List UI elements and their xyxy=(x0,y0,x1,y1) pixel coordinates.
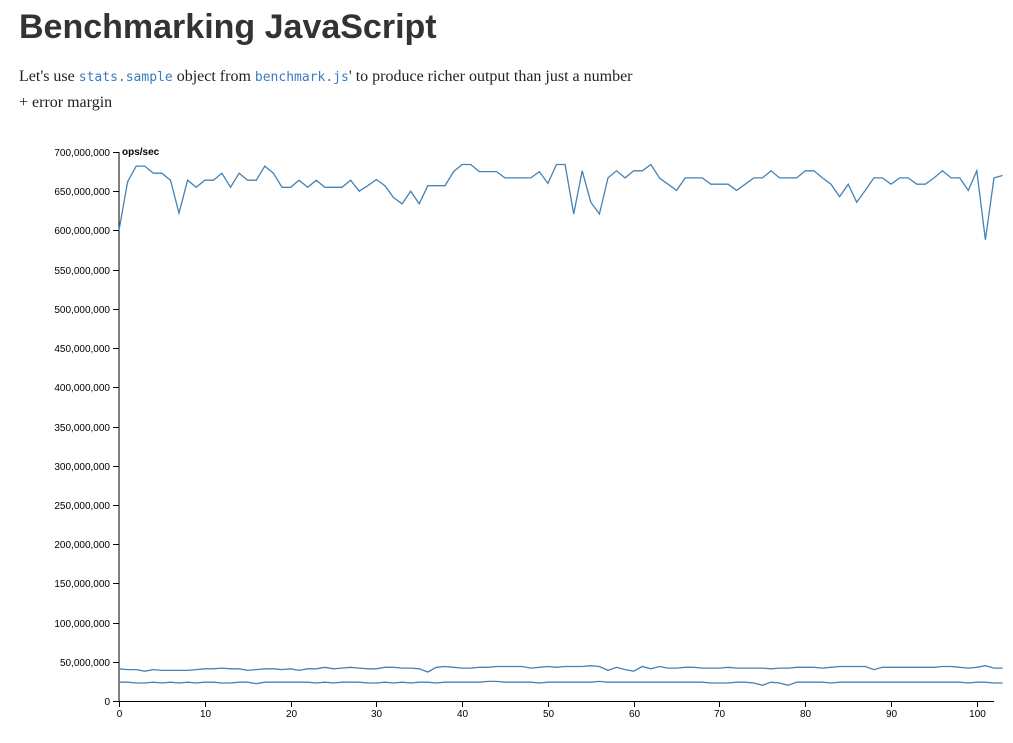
intro-paragraph: Let's use stats.sample object from bench… xyxy=(19,64,639,115)
page-title: Benchmarking JavaScript xyxy=(19,8,437,46)
x-tick: 0 xyxy=(117,701,123,720)
code-benchmark-js: benchmark.js xyxy=(254,70,349,85)
series-line-3 xyxy=(119,680,1003,686)
code-stats-sample: stats.sample xyxy=(78,70,173,85)
y-axis: 0 50,000,000 100,000,000 150,000,000 200,000… xyxy=(54,148,120,708)
x-tick-label: 60 xyxy=(629,709,641,720)
x-tick: 70 xyxy=(714,701,726,720)
x-tick: 20 xyxy=(286,701,298,720)
y-tick: 600,000,000 xyxy=(54,226,119,237)
y-tick-label: 250,000,000 xyxy=(54,501,110,512)
x-tick-label: 30 xyxy=(371,709,383,720)
x-tick-label: 80 xyxy=(800,709,812,720)
x-tick-label: 40 xyxy=(457,709,469,720)
y-tick: 250,000,000 xyxy=(54,501,119,512)
y-tick: 650,000,000 xyxy=(54,187,119,198)
x-tick: 90 xyxy=(886,701,898,720)
x-tick: 10 xyxy=(200,701,212,720)
series-line-1 xyxy=(118,163,1003,240)
y-tick: 0 xyxy=(104,697,119,708)
y-tick-label: 200,000,000 xyxy=(54,540,110,551)
y-tick-label: 150,000,000 xyxy=(54,579,110,590)
x-tick: 100 xyxy=(969,701,986,720)
y-tick: 150,000,000 xyxy=(54,579,119,590)
series-group xyxy=(118,163,1003,686)
y-tick: 400,000,000 xyxy=(54,383,119,394)
y-tick-label: 300,000,000 xyxy=(54,462,110,473)
x-tick-label: 0 xyxy=(117,709,123,720)
y-tick-label: 700,000,000 xyxy=(54,148,110,159)
x-tick: 50 xyxy=(543,701,555,720)
intro-text-before: Let's use xyxy=(19,68,79,85)
y-tick: 500,000,000 xyxy=(54,305,119,316)
x-tick-label: 50 xyxy=(543,709,555,720)
y-tick-label: 50,000,000 xyxy=(60,658,110,669)
intro-text-middle: object from xyxy=(172,68,255,85)
y-tick-label: 350,000,000 xyxy=(54,423,110,434)
x-tick: 80 xyxy=(800,701,812,720)
x-tick-label: 20 xyxy=(286,709,298,720)
intro-text-after: ' to produce richer output than just a n… xyxy=(19,68,633,111)
x-tick: 60 xyxy=(629,701,641,720)
y-tick: 300,000,000 xyxy=(54,462,119,473)
x-axis: 0 10 20 30 40 50 60 70 80 90 100 xyxy=(117,701,994,720)
y-tick: 450,000,000 xyxy=(54,344,119,355)
series-line-2 xyxy=(118,665,1003,673)
y-tick: 50,000,000 xyxy=(60,658,119,669)
y-tick-label: 450,000,000 xyxy=(54,344,110,355)
y-axis-label: ops/sec xyxy=(122,147,160,158)
y-tick-label: 600,000,000 xyxy=(54,226,110,237)
y-tick: 550,000,000 xyxy=(54,266,119,277)
y-tick: 350,000,000 xyxy=(54,423,119,434)
x-tick-label: 90 xyxy=(886,709,898,720)
x-tick-label: 100 xyxy=(969,709,986,720)
y-tick-label: 550,000,000 xyxy=(54,266,110,277)
y-tick: 200,000,000 xyxy=(54,540,119,551)
y-tick-label: 100,000,000 xyxy=(54,619,110,630)
x-tick-label: 70 xyxy=(714,709,726,720)
y-tick-label: 0 xyxy=(104,697,110,708)
y-tick-label: 400,000,000 xyxy=(54,383,110,394)
y-tick-label: 500,000,000 xyxy=(54,305,110,316)
x-tick-label: 10 xyxy=(200,709,212,720)
y-tick-label: 650,000,000 xyxy=(54,187,110,198)
y-tick: 100,000,000 xyxy=(54,619,119,630)
y-tick: 700,000,000 xyxy=(54,148,119,159)
x-tick: 30 xyxy=(371,701,383,720)
x-tick: 40 xyxy=(457,701,469,720)
